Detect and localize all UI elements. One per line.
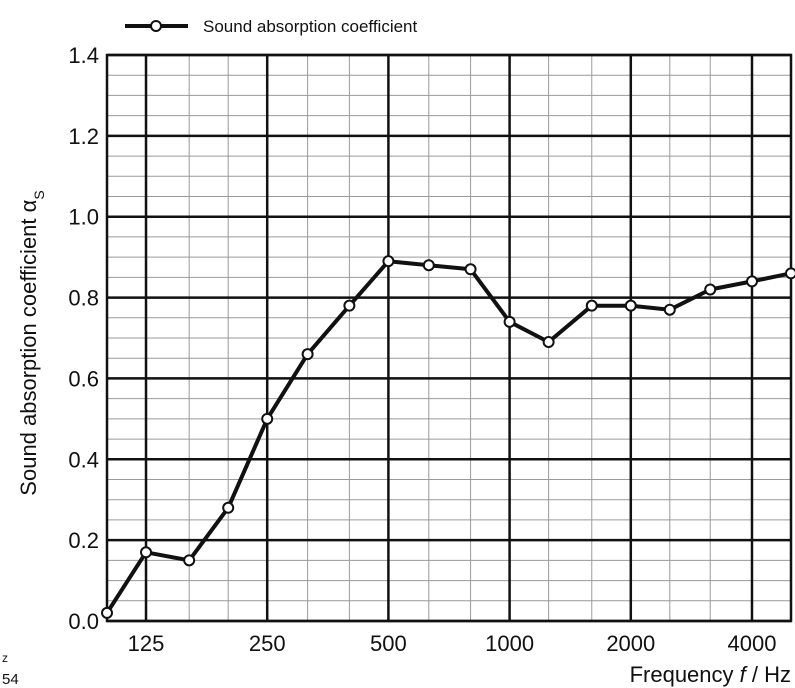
data-point [343,299,356,312]
y-axis-title-main: Sound absorption coefficient α [16,199,41,495]
data-point [382,255,395,268]
y-tick-labels: 0.0 0.2 0.4 0.6 0.8 1.0 1.2 1.4 [68,43,99,634]
legend-label: Sound absorption coefficient [203,17,418,36]
legend: Sound absorption coefficient [125,17,418,36]
x-tick-label: 250 [249,631,286,656]
x-tick-label: 1000 [485,631,534,656]
x-tick-label: 125 [128,631,165,656]
x-tick-label: 4000 [728,631,777,656]
data-point [464,263,477,276]
data-point [101,606,113,619]
x-axis-title: Frequency f / Hz [630,662,791,687]
series-layer [101,255,795,619]
data-point [624,299,637,312]
y-tick-label: 1.2 [68,124,99,149]
corner-fragment-top: z [2,651,8,665]
data-point [140,546,153,559]
data-point [422,259,435,272]
data-point [183,554,196,567]
legend-marker-sample [150,20,162,32]
y-tick-label: 1.4 [68,43,99,68]
y-axis-title-subscript: S [31,190,47,199]
plot-frame [105,53,793,623]
data-point [222,501,235,514]
x-axis-title-before: Frequency [630,662,740,687]
series-line [105,259,793,615]
x-tick-label: 500 [370,631,407,656]
x-tick-labels: 125 250 500 1000 2000 4000 [128,631,777,656]
x-axis-title-variable: f [740,662,749,687]
y-tick-label: 0.8 [68,286,99,311]
data-point [542,336,555,349]
x-axis-title-after: / Hz [746,662,791,687]
data-point [745,275,758,288]
y-tick-label: 0.2 [68,528,99,553]
y-tick-label: 1.0 [68,205,99,230]
y-tick-label: 0.0 [68,609,99,634]
y-tick-label: 0.4 [68,447,99,472]
data-point [261,412,274,425]
corner-fragment-bottom: 54 [2,671,19,688]
data-point [585,299,598,312]
data-point [785,267,795,280]
x-tick-label: 2000 [606,631,655,656]
data-point [704,283,717,296]
data-point [503,315,516,328]
data-point [663,303,676,316]
y-axis-title: Sound absorption coefficient αS [16,190,47,495]
y-tick-label: 0.6 [68,366,99,391]
data-point [301,348,314,361]
